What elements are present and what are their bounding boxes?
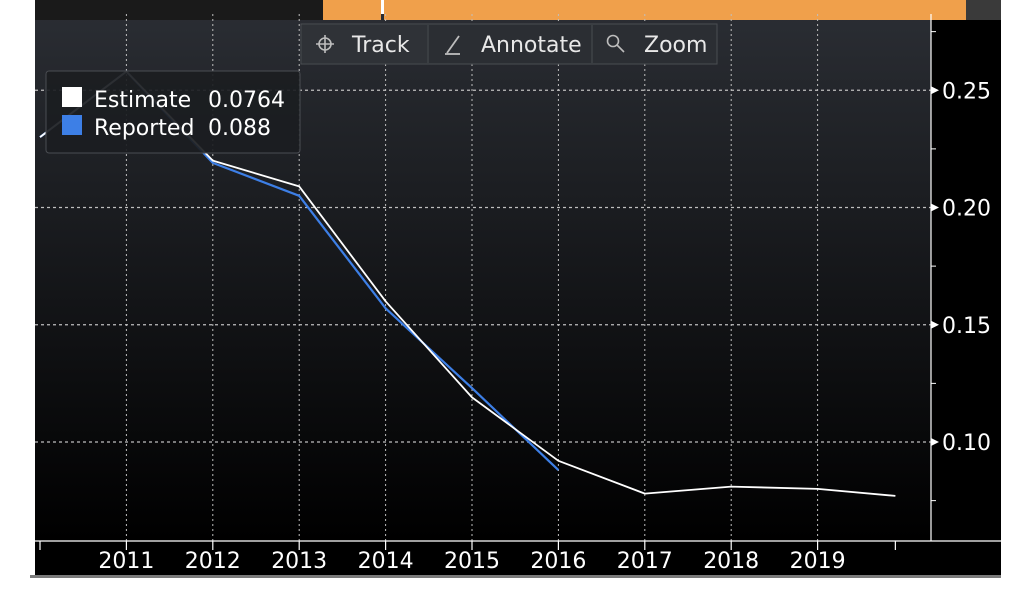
legend-label-reported: Reported <box>94 116 194 141</box>
x-tick-label: 2011 <box>98 549 154 574</box>
x-axis-background <box>35 541 1001 577</box>
x-tick-label: 2018 <box>703 549 759 574</box>
x-tick-label: 2017 <box>617 549 673 574</box>
y-tick-label: 0.20 <box>942 197 991 222</box>
x-tick-label: 2013 <box>271 549 327 574</box>
legend-swatch-estimate <box>62 87 82 107</box>
header-orange-block-small <box>323 0 381 20</box>
legend-swatch-reported <box>62 115 82 135</box>
x-tick-label: 2016 <box>530 549 586 574</box>
chart-legend: Estimate 0.0764 Reported 0.088 <box>46 71 300 153</box>
header-orange-block-large <box>384 0 966 20</box>
x-tick-label: 2012 <box>185 549 241 574</box>
header-strip <box>35 0 1001 20</box>
legend-label-estimate: Estimate <box>94 88 191 113</box>
legend-item-reported: Reported 0.088 <box>62 115 271 141</box>
zoom-button-label: Zoom <box>644 33 707 58</box>
bottom-border <box>30 575 1001 578</box>
annotate-button-label: Annotate <box>481 33 582 58</box>
legend-value-reported: 0.088 <box>208 116 271 141</box>
y-tick-label: 0.10 <box>942 431 991 456</box>
x-tick-label: 2015 <box>444 549 500 574</box>
track-button[interactable]: Track <box>302 25 427 63</box>
chart-toolbar: Track Annotate Zoom <box>301 24 717 64</box>
y-tick-label: 0.25 <box>942 79 991 104</box>
header-dark-block-right <box>966 0 1001 20</box>
track-button-label: Track <box>351 33 410 58</box>
header-dark-bar <box>35 0 323 20</box>
legend-value-estimate: 0.0764 <box>208 88 285 113</box>
legend-item-estimate: Estimate 0.0764 <box>62 87 285 113</box>
x-tick-label: 2019 <box>790 549 846 574</box>
x-tick-label: 2014 <box>358 549 414 574</box>
y-tick-label: 0.15 <box>942 314 991 339</box>
